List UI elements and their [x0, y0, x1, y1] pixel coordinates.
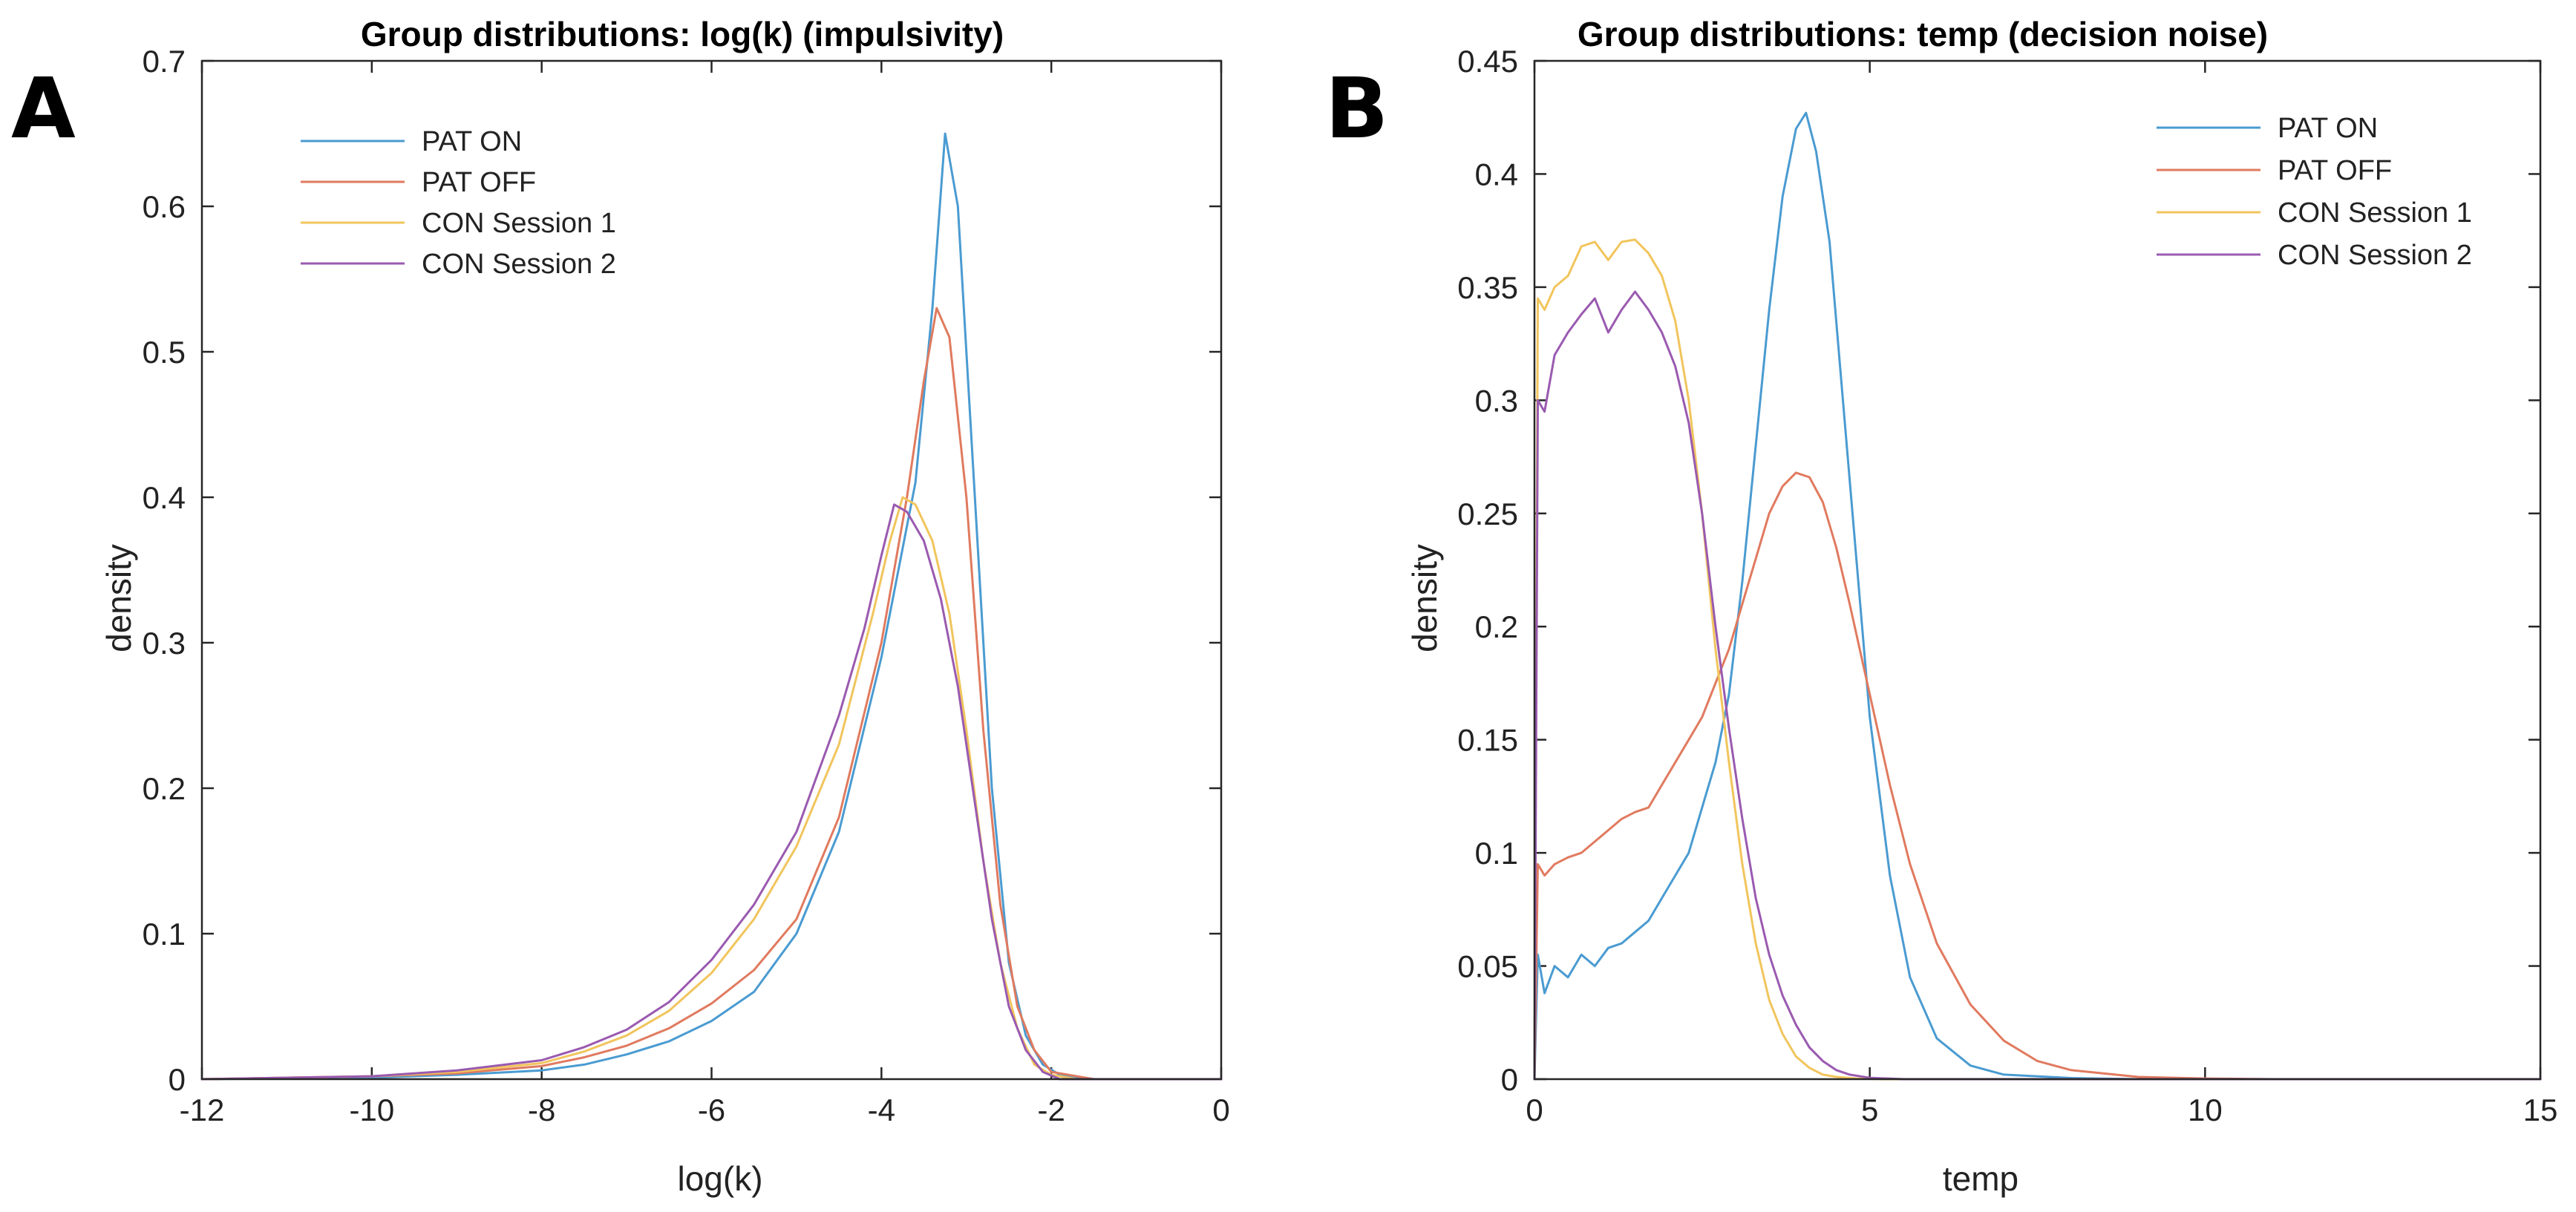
panel-a-xtick-label: -6	[698, 1093, 725, 1127]
panel-a-xtick-label: -4	[868, 1093, 895, 1127]
panel-b-series-line-pat-on	[1533, 111, 2542, 1081]
panel-b-lines	[1533, 111, 2542, 1081]
panel-b-legend-label-pat-off: PAT OFF	[2278, 155, 2392, 186]
panel-b-axes-frame	[1533, 59, 2542, 1081]
panel-a-series-line-pat-off	[200, 307, 1223, 1081]
panel-a-xtick-label: -10	[349, 1093, 394, 1127]
panel-b-ytick-label: 0.05	[1457, 949, 1518, 984]
panel-b-series-line-con-session-2	[1533, 290, 2542, 1081]
panel-b-ytick-label: 0	[1501, 1062, 1518, 1097]
panel-a-legend-label-pat-off: PAT OFF	[422, 167, 536, 198]
panel-a-legend: PAT ON PAT OFF CON Session 1 CON Session 2	[301, 126, 616, 280]
panel-b-ytick-label: 0.45	[1457, 44, 1518, 79]
panel-b-xtick-label: 10	[2188, 1093, 2223, 1127]
panel-b-xtick-label: 5	[1861, 1093, 1878, 1127]
panel-b-ylabel: density	[1405, 544, 1444, 652]
panel-b-legend-label-pat-on: PAT ON	[2278, 113, 2378, 144]
panel-b-xtick-label: 0	[1526, 1093, 1543, 1127]
panel-b-ytick-label: 0.25	[1457, 497, 1518, 531]
panel-b-letter: B	[1325, 61, 1388, 157]
panel-b-xtick-label: 15	[2523, 1093, 2558, 1127]
panel-a-ylabel: density	[99, 544, 138, 652]
panel-b-legend-label-con-session-1: CON Session 1	[2278, 197, 2472, 229]
panel-a-ytick-label: 0.7	[143, 44, 186, 79]
panel-a-letter: A	[11, 61, 76, 157]
panel-a-series-line-con-session-1	[200, 496, 1223, 1081]
panel-b-ytick-label: 0.1	[1475, 836, 1518, 871]
panel-a-legend-label-pat-on: PAT ON	[422, 126, 522, 157]
panel-a-legend-label-con-session-1: CON Session 1	[422, 208, 616, 239]
panel-a-xtick-label: 0	[1212, 1093, 1229, 1127]
panel-a-lines	[200, 132, 1223, 1081]
panel-a-xtick-label: -2	[1037, 1093, 1065, 1127]
panel-a-ytick-label: 0.6	[143, 189, 186, 224]
panel-a-xlabel: log(k)	[677, 1159, 762, 1198]
panel-a-xtick-label: -8	[528, 1093, 555, 1127]
panel-a-chart: A Group distributions: log(k) (impulsivi…	[11, 15, 1230, 1198]
panel-a-ytick-label: 0.5	[143, 335, 186, 370]
panel-b-legend: PAT ON PAT OFF CON Session 1 CON Session 2	[2157, 113, 2472, 271]
panel-a-xtick-label: -12	[180, 1093, 225, 1127]
panel-b-series-line-pat-off	[1533, 471, 2542, 1081]
panel-b-legend-label-con-session-2: CON Session 2	[2278, 240, 2472, 271]
panel-b-ticks: 0 5 10 15 0 0.05 0.1 0.15 0.2 0.25 0.3 0.35 0.4 0.45	[1457, 44, 2557, 1127]
panel-b-ytick-label: 0.2	[1475, 609, 1518, 644]
panel-b-series-line-con-session-1	[1533, 238, 2542, 1081]
panel-b-xlabel: temp	[1943, 1159, 2018, 1198]
panel-b-chart: B Group distributions: temp (decision no…	[1325, 15, 2557, 1198]
panel-a-ytick-label: 0.3	[143, 626, 186, 661]
panel-b-title: Group distributions: temp (decision nois…	[1578, 15, 2268, 53]
panel-b-ytick-label: 0.3	[1475, 383, 1518, 418]
panel-a-ytick-label: 0.1	[143, 917, 186, 951]
panel-a-legend-label-con-session-2: CON Session 2	[422, 249, 616, 280]
panel-a-series-line-con-session-2	[200, 503, 1223, 1081]
panel-a-title: Group distributions: log(k) (impulsivity…	[361, 15, 1004, 53]
panel-a-ytick-label: 0.2	[143, 771, 186, 806]
panel-a-ytick-label: 0	[169, 1062, 186, 1097]
panel-a-ytick-label: 0.4	[143, 480, 186, 515]
panel-a-series-line-pat-on	[200, 132, 1223, 1081]
panel-a-ticks: -12 -10 -8 -6 -4 -2 0 0 0.1 0.2 0.3 0.4 0.5 0.6 0.7	[143, 44, 1230, 1127]
panel-b-ytick-label: 0.15	[1457, 723, 1518, 758]
panel-b-ytick-label: 0.4	[1475, 157, 1518, 191]
panel-a-axes-frame	[200, 59, 1223, 1081]
panel-b-ytick-label: 0.35	[1457, 270, 1518, 305]
